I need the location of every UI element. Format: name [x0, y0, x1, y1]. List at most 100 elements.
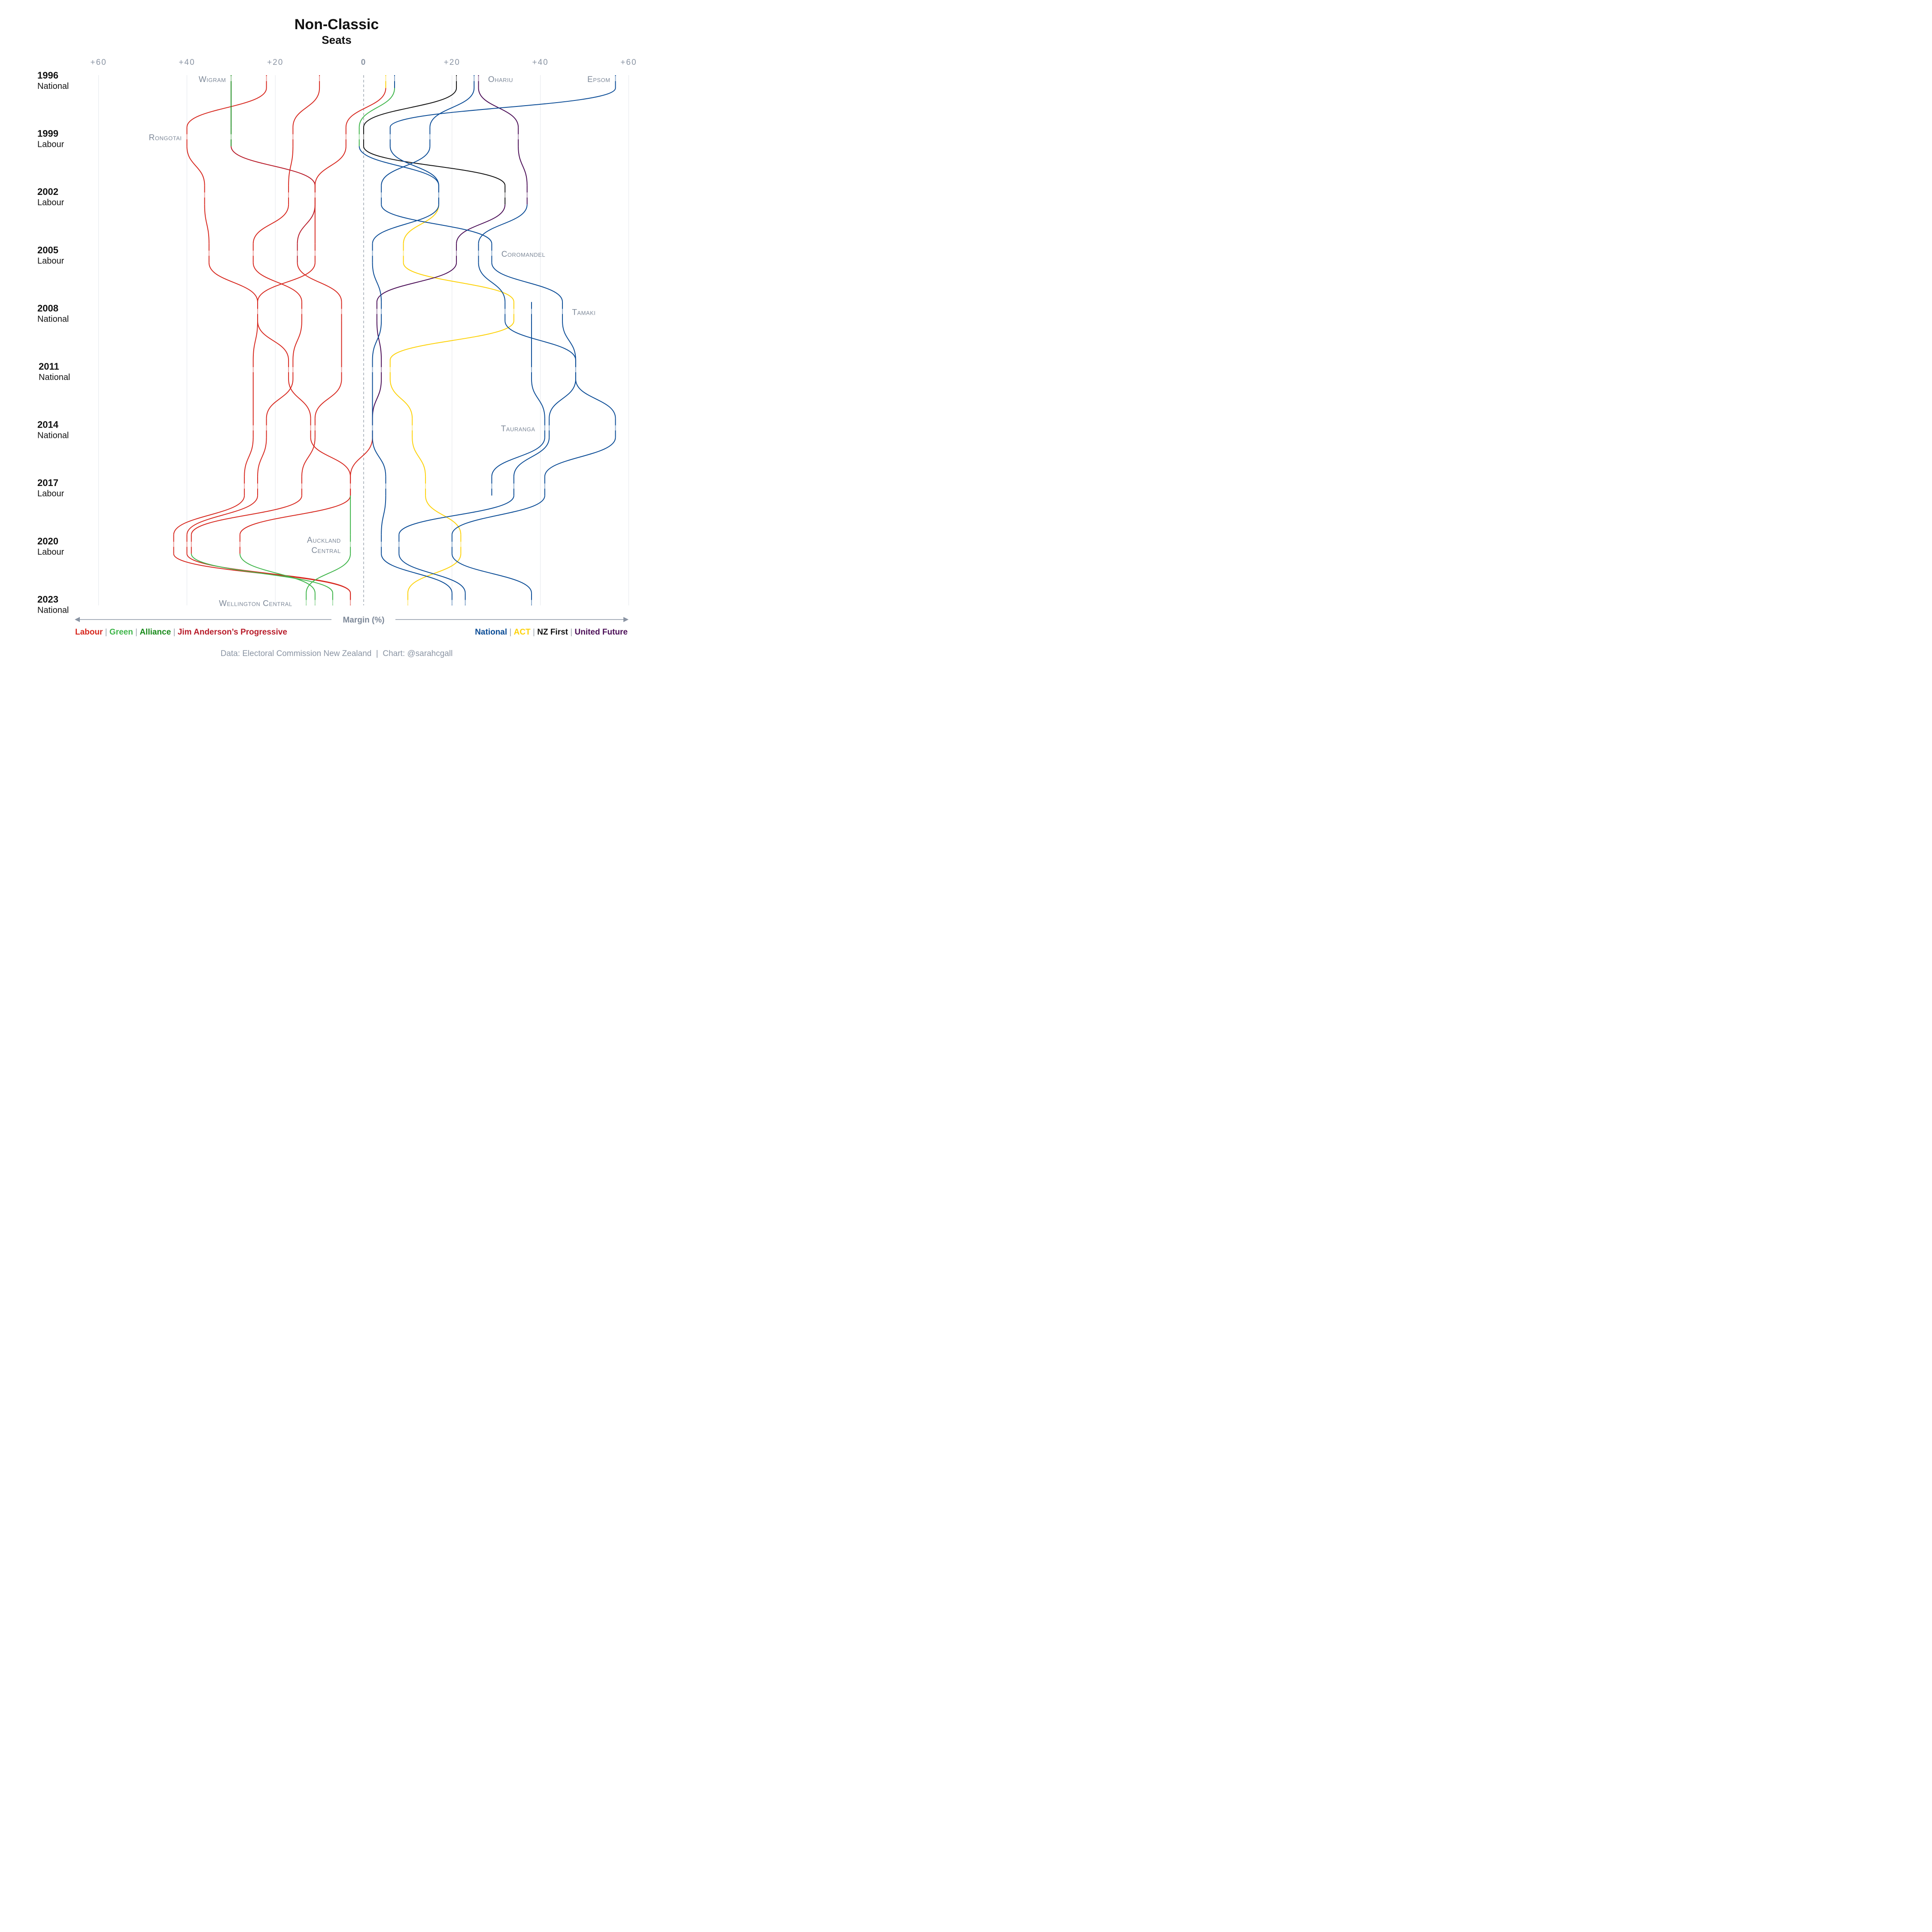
series-connector — [191, 553, 333, 593]
election-government: Labour — [37, 547, 64, 557]
x-tick-label: +20 — [444, 58, 460, 67]
election-year: 2011 — [39, 361, 59, 372]
series-connector — [491, 437, 545, 477]
series-connector — [518, 146, 528, 186]
seat-label: Coromandel — [501, 250, 546, 259]
seat-label: Ohariu — [488, 75, 513, 84]
series-connector — [403, 204, 439, 244]
series-connector — [398, 495, 514, 535]
legend-separator: | — [103, 628, 109, 637]
axis-arrowhead-left — [75, 617, 80, 622]
x-tick-label: +60 — [620, 58, 637, 67]
series-connector — [191, 495, 302, 535]
x-tick-label: 0 — [361, 58, 367, 67]
series-connector — [381, 204, 492, 244]
election-government: National — [37, 431, 69, 440]
legend-separator: | — [531, 628, 538, 637]
legend-separator: | — [133, 628, 140, 637]
chart-title: Non-Classic — [295, 16, 379, 33]
series-connector — [531, 379, 545, 419]
election-year: 2002 — [37, 186, 58, 197]
series-connector — [252, 262, 302, 302]
series-connector — [231, 146, 316, 186]
chart-container: Non-Classic Seats +60 +40 +20 0 +20 +40 +60 19… — [0, 0, 673, 673]
series-connector — [372, 204, 439, 244]
legend-left: Labour | Green | Alliance | Jim Anderson… — [75, 628, 287, 637]
series-connector — [301, 437, 316, 477]
series-connector — [292, 88, 320, 128]
series-connector — [257, 262, 316, 302]
x-tick-label: +40 — [532, 58, 548, 67]
election-year: 2005 — [37, 245, 58, 255]
series-connector — [186, 88, 267, 128]
series-connector — [297, 204, 316, 244]
election-year: 1996 — [37, 70, 58, 81]
election-government: Labour — [37, 198, 64, 207]
series-connector — [292, 321, 302, 361]
series-connector — [372, 379, 382, 419]
legend-separator: | — [507, 628, 514, 637]
series-connector — [314, 379, 342, 419]
legend-item: Green — [109, 628, 133, 637]
seat-label: Epsom — [587, 75, 610, 84]
x-axis-label: Margin (%) — [343, 616, 384, 625]
series-connector — [288, 379, 311, 419]
series-connector — [389, 146, 439, 186]
election-year: 1999 — [37, 128, 58, 139]
election-government: National — [37, 605, 69, 615]
series-connector — [257, 437, 267, 477]
series-connector — [372, 321, 382, 361]
grid — [98, 75, 629, 605]
legend-right: National | ACT | NZ First | United Futur… — [475, 628, 628, 637]
series-connector — [372, 262, 382, 302]
series-lines — [173, 75, 617, 605]
series-connector — [358, 88, 395, 128]
series-connector — [297, 262, 342, 302]
series-connector — [429, 88, 475, 128]
election-government: National — [39, 373, 70, 382]
election-government: Labour — [37, 140, 64, 149]
seat-label: Central — [311, 546, 341, 555]
series-connector — [358, 146, 439, 186]
series-connector — [403, 262, 514, 302]
series-connector — [350, 437, 373, 477]
series-connector — [478, 204, 528, 244]
series-connector — [562, 321, 576, 361]
series-connector — [252, 204, 289, 244]
series-connector — [407, 553, 462, 593]
legend-item: Labour — [75, 628, 103, 637]
series-connector — [491, 262, 563, 302]
source-note: Data: Electoral Commission New Zealand |… — [221, 649, 453, 658]
series-connector — [478, 262, 506, 302]
margin-chart: Non-Classic Seats +60 +40 +20 0 +20 +40 +60 19… — [37, 16, 637, 658]
series-connector — [549, 379, 576, 419]
election-government: Labour — [37, 256, 64, 266]
legend-item: ACT — [514, 628, 531, 637]
election-year: 2020 — [37, 536, 58, 547]
series-connector — [266, 379, 294, 419]
x-tick-label: +40 — [179, 58, 195, 67]
election-government: National — [37, 82, 69, 91]
series-connector — [345, 88, 386, 128]
series-connector — [186, 553, 351, 593]
legend-separator: | — [568, 628, 575, 637]
series-connector — [389, 88, 616, 128]
series-connector — [544, 437, 616, 477]
series-connector — [376, 262, 457, 302]
series-connector — [381, 495, 386, 535]
series-connector — [252, 321, 258, 361]
legend-item: NZ First — [537, 628, 568, 637]
series-connector — [186, 495, 258, 535]
election-year: 2014 — [37, 419, 59, 430]
x-tick-label: +20 — [267, 58, 283, 67]
series-connector — [239, 495, 351, 535]
series-connector — [451, 495, 545, 535]
series-connector — [363, 88, 457, 128]
legend-separator: | — [171, 628, 178, 637]
legend-item: United Future — [575, 628, 628, 637]
series-connector — [389, 379, 413, 419]
seat-label: Wigram — [199, 75, 226, 84]
series-connector — [208, 262, 258, 302]
election-year: 2017 — [37, 477, 58, 488]
series-connector — [504, 321, 576, 361]
